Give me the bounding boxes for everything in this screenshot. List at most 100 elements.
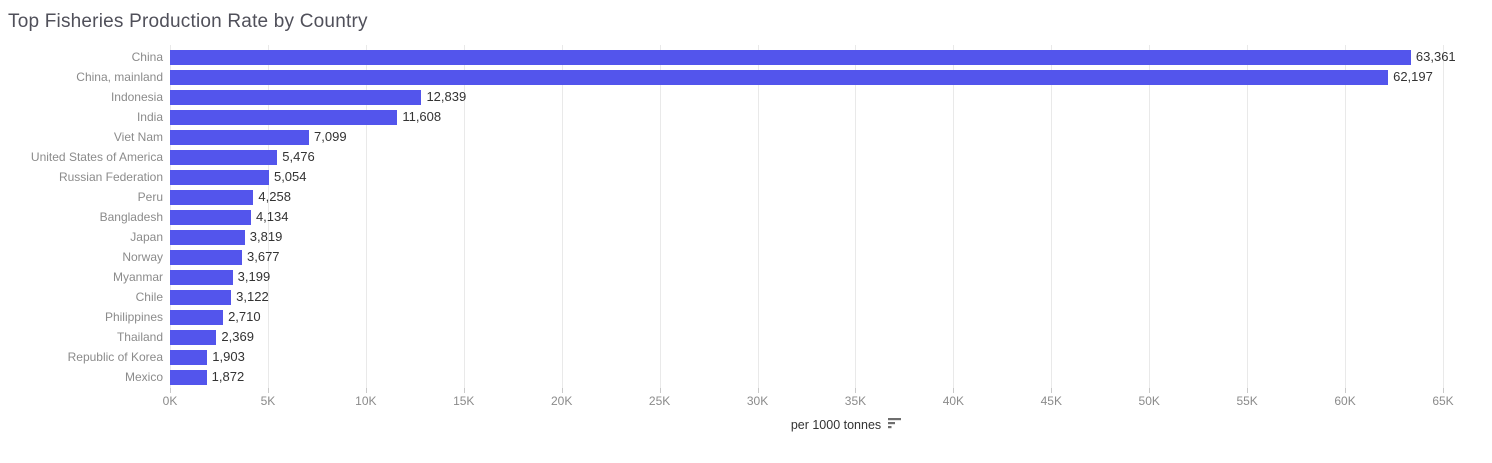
axis-tick <box>1247 388 1249 393</box>
bar[interactable] <box>170 369 207 385</box>
bar[interactable] <box>170 149 278 165</box>
axis-tick <box>953 388 955 393</box>
axis-tick-label: 5K <box>260 394 276 408</box>
value-label: 3,819 <box>249 229 283 244</box>
axis-tick-label: 15K <box>453 394 475 408</box>
bar[interactable] <box>170 89 422 105</box>
axis-tick-label: 40K <box>942 394 965 408</box>
chart-title: Top Fisheries Production Rate by Country <box>8 11 368 32</box>
x-axis-title-wrap: per 1000 tonnes <box>170 416 1443 434</box>
value-label: 4,134 <box>255 209 289 224</box>
bar[interactable] <box>170 209 251 225</box>
bar[interactable] <box>170 109 398 125</box>
bar-row: Peru 4,258 <box>0 187 1492 207</box>
bar[interactable] <box>170 289 232 305</box>
category-label: Japan <box>130 230 163 244</box>
bar[interactable] <box>170 329 217 345</box>
axis-tick-label: 30K <box>746 394 769 408</box>
bar[interactable] <box>170 229 245 245</box>
bar-row: Indonesia 12,839 <box>0 87 1492 107</box>
value-label: 4,258 <box>258 189 291 204</box>
axis-tick <box>267 388 269 393</box>
axis-tick <box>170 388 171 393</box>
value-label: 12,839 <box>426 89 467 104</box>
category-label: Thailand <box>116 330 163 344</box>
category-label: Philippines <box>104 310 163 324</box>
bar[interactable] <box>170 189 254 205</box>
category-label: Bangladesh <box>99 210 163 224</box>
bar[interactable] <box>170 129 310 145</box>
axis-tick <box>1443 388 1444 393</box>
bar-row: Viet Nam 7,099 <box>0 127 1492 147</box>
bar[interactable] <box>170 269 233 285</box>
value-label: 7,099 <box>314 129 347 144</box>
axis-tick-label: 65K <box>1432 394 1454 408</box>
bar[interactable] <box>170 169 269 185</box>
bar-row: Japan 3,819 <box>0 227 1492 247</box>
category-label: Republic of Korea <box>67 350 163 364</box>
category-label: India <box>136 110 163 124</box>
bar-row: Philippines 2,710 <box>0 307 1492 327</box>
gridline <box>1345 45 1347 388</box>
bar[interactable] <box>170 249 242 265</box>
bar-row: Myanmar 3,199 <box>0 267 1492 287</box>
bar-row: China 63,361 <box>0 47 1492 67</box>
axis-tick <box>659 388 661 393</box>
axis-tick-label: 60K <box>1334 394 1356 408</box>
category-label: China <box>131 50 163 64</box>
bar[interactable] <box>170 309 224 325</box>
axis-tick <box>757 388 759 393</box>
category-label: Indonesia <box>110 90 163 104</box>
value-label: 5,054 <box>273 169 307 184</box>
value-label: 3,677 <box>247 249 280 264</box>
gridline <box>659 45 661 388</box>
bar[interactable] <box>170 349 208 365</box>
axis-tick-label: 20K <box>551 394 573 408</box>
sort-descending-icon[interactable] <box>888 416 902 434</box>
axis-tick <box>463 388 465 393</box>
bar-row: India 11,608 <box>0 107 1492 127</box>
category-label: Peru <box>137 190 163 204</box>
category-label: Chile <box>135 290 163 304</box>
bar[interactable] <box>170 49 1411 65</box>
value-label: 1,872 <box>211 369 245 384</box>
axis-tick <box>1345 388 1347 393</box>
category-label: Norway <box>122 250 163 264</box>
axis-tick <box>1149 388 1151 393</box>
gridline <box>757 45 759 388</box>
axis-tick-label: 55K <box>1236 394 1258 408</box>
axis-tick <box>561 388 563 393</box>
value-label: 63,361 <box>1415 49 1456 64</box>
gridline <box>1247 45 1249 388</box>
bar-row: United States of America 5,476 <box>0 147 1492 167</box>
x-axis-title: per 1000 tonnes <box>790 418 882 432</box>
category-label: Viet Nam <box>113 130 163 144</box>
axis-tick-label: 45K <box>1040 394 1062 408</box>
category-label: China, mainland <box>76 70 163 84</box>
value-label: 3,199 <box>237 269 271 284</box>
value-label: 5,476 <box>282 149 315 164</box>
gridline <box>561 45 563 388</box>
value-label: 2,710 <box>228 309 261 324</box>
gridline <box>365 45 367 388</box>
gridline <box>953 45 955 388</box>
value-label: 62,197 <box>1393 69 1433 84</box>
bar-row: China, mainland 62,197 <box>0 67 1492 87</box>
category-label: Mexico <box>124 370 163 384</box>
bar-row: Norway 3,677 <box>0 247 1492 267</box>
gridline <box>463 45 465 388</box>
bar-row: Russian Federation 5,054 <box>0 167 1492 187</box>
bar[interactable] <box>170 69 1389 85</box>
gridline <box>267 45 269 388</box>
axis-tick <box>365 388 367 393</box>
axis-tick-label: 25K <box>648 394 671 408</box>
gridline <box>1051 45 1053 388</box>
bar-row: Thailand 2,369 <box>0 327 1492 347</box>
gridline <box>855 45 857 388</box>
category-label: Russian Federation <box>58 170 163 184</box>
axis-tick <box>855 388 857 393</box>
axis-tick-label: 50K <box>1138 394 1160 408</box>
bar-row: Bangladesh 4,134 <box>0 207 1492 227</box>
